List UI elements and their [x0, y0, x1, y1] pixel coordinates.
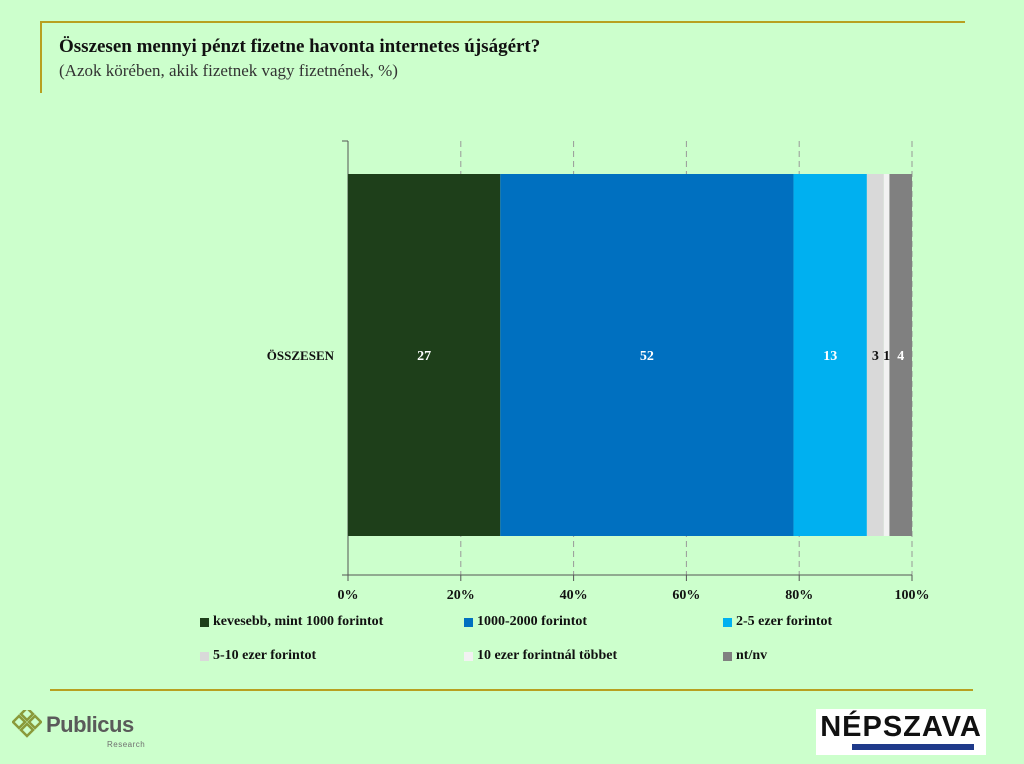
data-label: 3: [872, 349, 879, 364]
legend-item: 2-5 ezer forintot: [723, 614, 832, 630]
bar-segment: [883, 174, 890, 536]
legend-item: nt/nv: [723, 648, 767, 664]
x-tick-label: 100%: [895, 588, 930, 603]
legend-label: nt/nv: [736, 648, 768, 663]
legend-swatch: [200, 617, 209, 627]
diamond-shape: [19, 710, 35, 722]
stacked-bar-chart: 0% 20% 40% 60% 80% 100% ÖSSZESEN 27 52 13 3 1 4: [267, 140, 930, 603]
legend-swatch: [723, 651, 732, 661]
nepszava-name: NÉPSZAVA: [820, 711, 982, 743]
data-label: 4: [897, 349, 904, 364]
publicus-diamond-icon: [12, 710, 42, 738]
x-tick-label: 60%: [672, 588, 700, 603]
legend-label: 2-5 ezer forintot: [736, 614, 833, 629]
data-label: 13: [823, 349, 837, 364]
chart-legend: kevesebb, mint 1000 forintot 1000-2000 fo…: [200, 614, 960, 684]
legend-swatch: [464, 651, 473, 661]
legend-label: 10 ezer forintnál többet: [477, 648, 618, 663]
legend-item: kevesebb, mint 1000 forintot: [200, 614, 383, 630]
top-rule: [40, 21, 965, 23]
x-tick-label: 20%: [447, 588, 475, 603]
legend-item: 1000-2000 forintot: [464, 614, 587, 630]
legend-item: 5-10 ezer forintot: [200, 648, 316, 664]
publicus-sub: Research: [107, 740, 146, 749]
legend-label: kevesebb, mint 1000 forintot: [213, 614, 384, 629]
nepszava-logo: NÉPSZAVA: [816, 709, 986, 755]
bottom-rule: [50, 689, 973, 691]
legend-label: 5-10 ezer forintot: [213, 648, 317, 663]
publicus-logo: Publicus Research: [12, 708, 162, 756]
bar-segment: [348, 174, 501, 536]
chart-title: Összesen mennyi pénzt fizetne havonta in…: [59, 36, 541, 57]
diamond-shape: [27, 714, 42, 730]
x-tick-label: 80%: [785, 588, 813, 603]
diamond-shape: [19, 722, 35, 738]
publicus-name: Publicus: [46, 712, 134, 737]
chart-subtitle: (Azok körében, akik fizetnek vagy fizetn…: [59, 61, 398, 80]
diamond-shape: [12, 714, 27, 730]
bar-segment: [793, 174, 867, 536]
bar-segment: [500, 174, 794, 536]
data-label: 27: [417, 349, 431, 364]
legend-item: 10 ezer forintnál többet: [464, 648, 617, 664]
category-label: ÖSSZESEN: [267, 348, 335, 363]
x-tick-label: 40%: [560, 588, 588, 603]
bar-segment: [866, 174, 884, 536]
legend-swatch: [723, 617, 732, 627]
x-tick-label: 0%: [338, 588, 359, 603]
data-label: 1: [883, 349, 890, 364]
nepszava-bar: [852, 744, 974, 750]
legend-swatch: [464, 617, 473, 627]
data-label: 52: [640, 349, 654, 364]
legend-label: 1000-2000 forintot: [477, 614, 588, 629]
legend-swatch: [200, 651, 209, 661]
side-rule: [40, 21, 42, 93]
bar-segment: [889, 174, 912, 536]
